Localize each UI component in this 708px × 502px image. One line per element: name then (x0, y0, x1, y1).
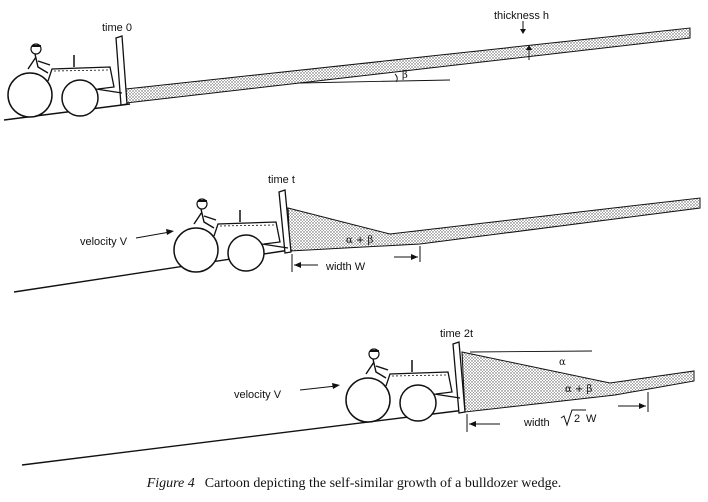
bulldozer-blade (452, 341, 466, 414)
width-arrowhead-left (469, 421, 476, 427)
beta-arc (394, 73, 398, 83)
bulldozer-blade (115, 35, 128, 106)
sqrt-sign (560, 409, 586, 427)
velocity-arrowhead (166, 229, 174, 235)
velocity-label: velocity V (234, 389, 282, 401)
alpha-beta-label: α + β (565, 384, 592, 395)
beta-label: β (402, 70, 408, 81)
beta-reference-line (299, 79, 451, 84)
thickness-label: thickness h (494, 10, 549, 22)
panel-time-t: velocity V α + β width W time t (13, 174, 701, 293)
ground-line (21, 409, 466, 466)
time-label: time 2t (440, 328, 473, 340)
bulldozer-tractor (173, 198, 289, 273)
sediment-layer (125, 27, 691, 104)
width-arrowhead-left (294, 262, 301, 268)
bulldozer-blade (278, 189, 292, 254)
width-label: width W (325, 261, 366, 273)
caption-text: Cartoon depicting the self-similar growt… (204, 476, 562, 491)
time-label: time 0 (102, 22, 132, 34)
thickness-arrowhead-top (520, 29, 526, 34)
width-suffix: W (586, 413, 597, 425)
velocity-label: velocity V (80, 236, 128, 248)
panel-time-0: β thickness h time 0 (3, 10, 691, 121)
alpha-reference-line (469, 350, 593, 353)
bulldozer-wedge (461, 351, 695, 413)
thickness-arrowhead-bottom (526, 45, 532, 50)
width-label: width (523, 417, 550, 429)
velocity-arrowhead (332, 383, 340, 389)
sqrt-value: 2 (574, 413, 580, 425)
panel-time-2t: α α + β velocity V width 2 W time 2t (21, 328, 695, 466)
velocity-arrow (135, 231, 171, 239)
bulldozer-tractor (345, 348, 461, 423)
alpha-beta-label: α + β (346, 235, 373, 246)
figure-caption: Figure 4 Cartoon depicting the self-simil… (0, 476, 708, 492)
alpha-label: α (559, 357, 566, 368)
width-arrowhead-right (411, 254, 418, 260)
bulldozer-tractor (7, 43, 123, 118)
width-arrowhead-right (639, 403, 646, 409)
velocity-arrow (299, 385, 337, 391)
time-label: time t (268, 174, 295, 186)
ground-line (3, 103, 131, 121)
figure-number: Figure 4 (146, 476, 195, 491)
